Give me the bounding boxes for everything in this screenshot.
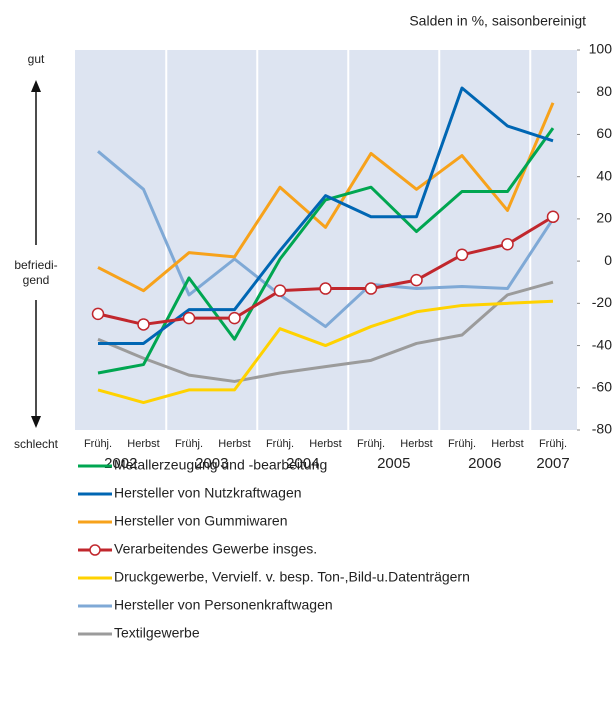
year-label: 2006 [468, 455, 501, 472]
annotation-bottom: schlecht [14, 437, 59, 451]
x-tick-label: Herbst [491, 438, 523, 450]
legend-label: Metallerzeugung und -bearbeitung [114, 457, 327, 473]
x-tick-label: Frühj. [357, 438, 385, 450]
legend-label: Druckgewerbe, Vervielf. v. besp. Ton-,Bi… [114, 569, 470, 585]
legend-marker [89, 544, 101, 556]
year-label: 2007 [536, 455, 569, 472]
x-tick-label: Herbst [218, 438, 250, 450]
legend-label: Hersteller von Nutzkraftwagen [114, 485, 302, 501]
legend-label: Textilgewerbe [114, 625, 200, 641]
subtitle: Salden in %, saisonbereinigt [409, 13, 586, 29]
series-marker [273, 284, 287, 297]
legend-label: Hersteller von Gummiwaren [114, 513, 288, 529]
series-marker [137, 318, 150, 331]
y-tick-label: -60 [592, 378, 612, 394]
arrows [31, 80, 41, 428]
annotation-top: gut [28, 52, 45, 66]
plot-area [75, 50, 577, 430]
year-label: 2003 [195, 455, 228, 472]
legend-label: Verarbeitendes Gewerbe insges. [114, 541, 317, 557]
y-tick-label: 40 [596, 167, 612, 183]
series-line [97, 127, 555, 375]
annotation-middle: gend [23, 273, 50, 287]
year-label: 2004 [286, 455, 319, 472]
x-tick-label: Herbst [309, 438, 341, 450]
series-marker [501, 237, 514, 251]
y-tick-label: 100 [589, 41, 613, 57]
y-tick-label: 60 [596, 125, 612, 141]
y-tick-label: 80 [596, 83, 612, 99]
x-tick-label: Frühj. [539, 438, 567, 450]
x-tick-label: Frühj. [448, 438, 476, 450]
series-line [97, 102, 555, 293]
series-marker [410, 273, 423, 287]
y-tick-label: -40 [592, 336, 612, 352]
series-marker [182, 311, 196, 325]
series-marker [546, 210, 560, 224]
series-line [97, 299, 554, 405]
series-marker [319, 282, 332, 295]
y-tick-label: -20 [592, 294, 612, 310]
x-tick-label: Frühj. [84, 438, 112, 450]
legend-label: Hersteller von Personenkraftwagen [114, 597, 333, 613]
series-marker [91, 307, 105, 321]
x-tick-label: Frühj. [175, 438, 203, 450]
y-tick-label: 0 [604, 252, 612, 268]
series-marker [364, 282, 378, 295]
year-label: 2005 [377, 455, 410, 472]
annotation-middle: befriedi- [14, 258, 57, 272]
series-marker [228, 311, 241, 325]
year-label: 2002 [104, 455, 137, 472]
x-tick-label: Herbst [127, 438, 159, 450]
series-marker [455, 248, 469, 262]
x-tick-label: Herbst [400, 438, 432, 450]
y-tick-label: -80 [592, 421, 612, 437]
series-line [97, 150, 555, 329]
x-tick-label: Frühj. [266, 438, 294, 450]
series-line [97, 280, 554, 383]
y-tick-label: 20 [596, 210, 612, 226]
